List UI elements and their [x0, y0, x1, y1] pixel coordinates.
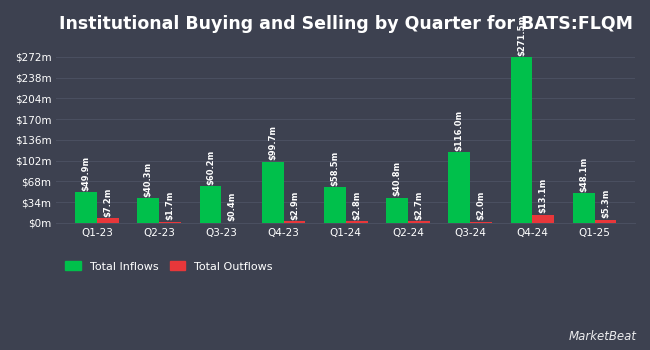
Text: $60.2m: $60.2m [206, 149, 215, 184]
Text: $271.5m: $271.5m [517, 15, 526, 56]
Text: MarketBeat: MarketBeat [569, 330, 637, 343]
Text: $40.8m: $40.8m [393, 161, 402, 196]
Text: $2.8m: $2.8m [352, 190, 361, 219]
Bar [573, 194, 595, 223]
Text: $49.9m: $49.9m [81, 156, 90, 191]
Bar [408, 221, 430, 223]
Text: $13.1m: $13.1m [539, 178, 548, 213]
Bar [346, 221, 367, 223]
Bar [283, 221, 305, 223]
Text: $40.3m: $40.3m [144, 162, 153, 197]
Bar [159, 222, 181, 223]
Text: $116.0m: $116.0m [455, 110, 463, 150]
Bar [532, 215, 554, 223]
Bar [97, 218, 119, 223]
Text: $2.0m: $2.0m [476, 191, 486, 220]
Bar [200, 186, 222, 223]
Legend: Total Inflows, Total Outflows: Total Inflows, Total Outflows [62, 258, 276, 275]
Text: $7.2m: $7.2m [103, 188, 112, 217]
Bar [511, 57, 532, 223]
Text: $1.7m: $1.7m [166, 191, 174, 220]
Text: $58.5m: $58.5m [330, 150, 339, 186]
Bar [137, 198, 159, 223]
Bar [448, 152, 470, 223]
Text: $5.3m: $5.3m [601, 189, 610, 218]
Text: $48.1m: $48.1m [579, 157, 588, 192]
Text: $0.4m: $0.4m [227, 192, 237, 221]
Bar [75, 193, 97, 223]
Title: Institutional Buying and Selling by Quarter for BATS:FLQM: Institutional Buying and Selling by Quar… [58, 15, 632, 33]
Bar [324, 187, 346, 223]
Bar [262, 162, 283, 223]
Bar [386, 198, 408, 223]
Text: $2.7m: $2.7m [414, 190, 423, 220]
Text: $2.9m: $2.9m [290, 190, 299, 219]
Bar [470, 222, 492, 223]
Text: $99.7m: $99.7m [268, 126, 277, 161]
Bar [595, 219, 616, 223]
